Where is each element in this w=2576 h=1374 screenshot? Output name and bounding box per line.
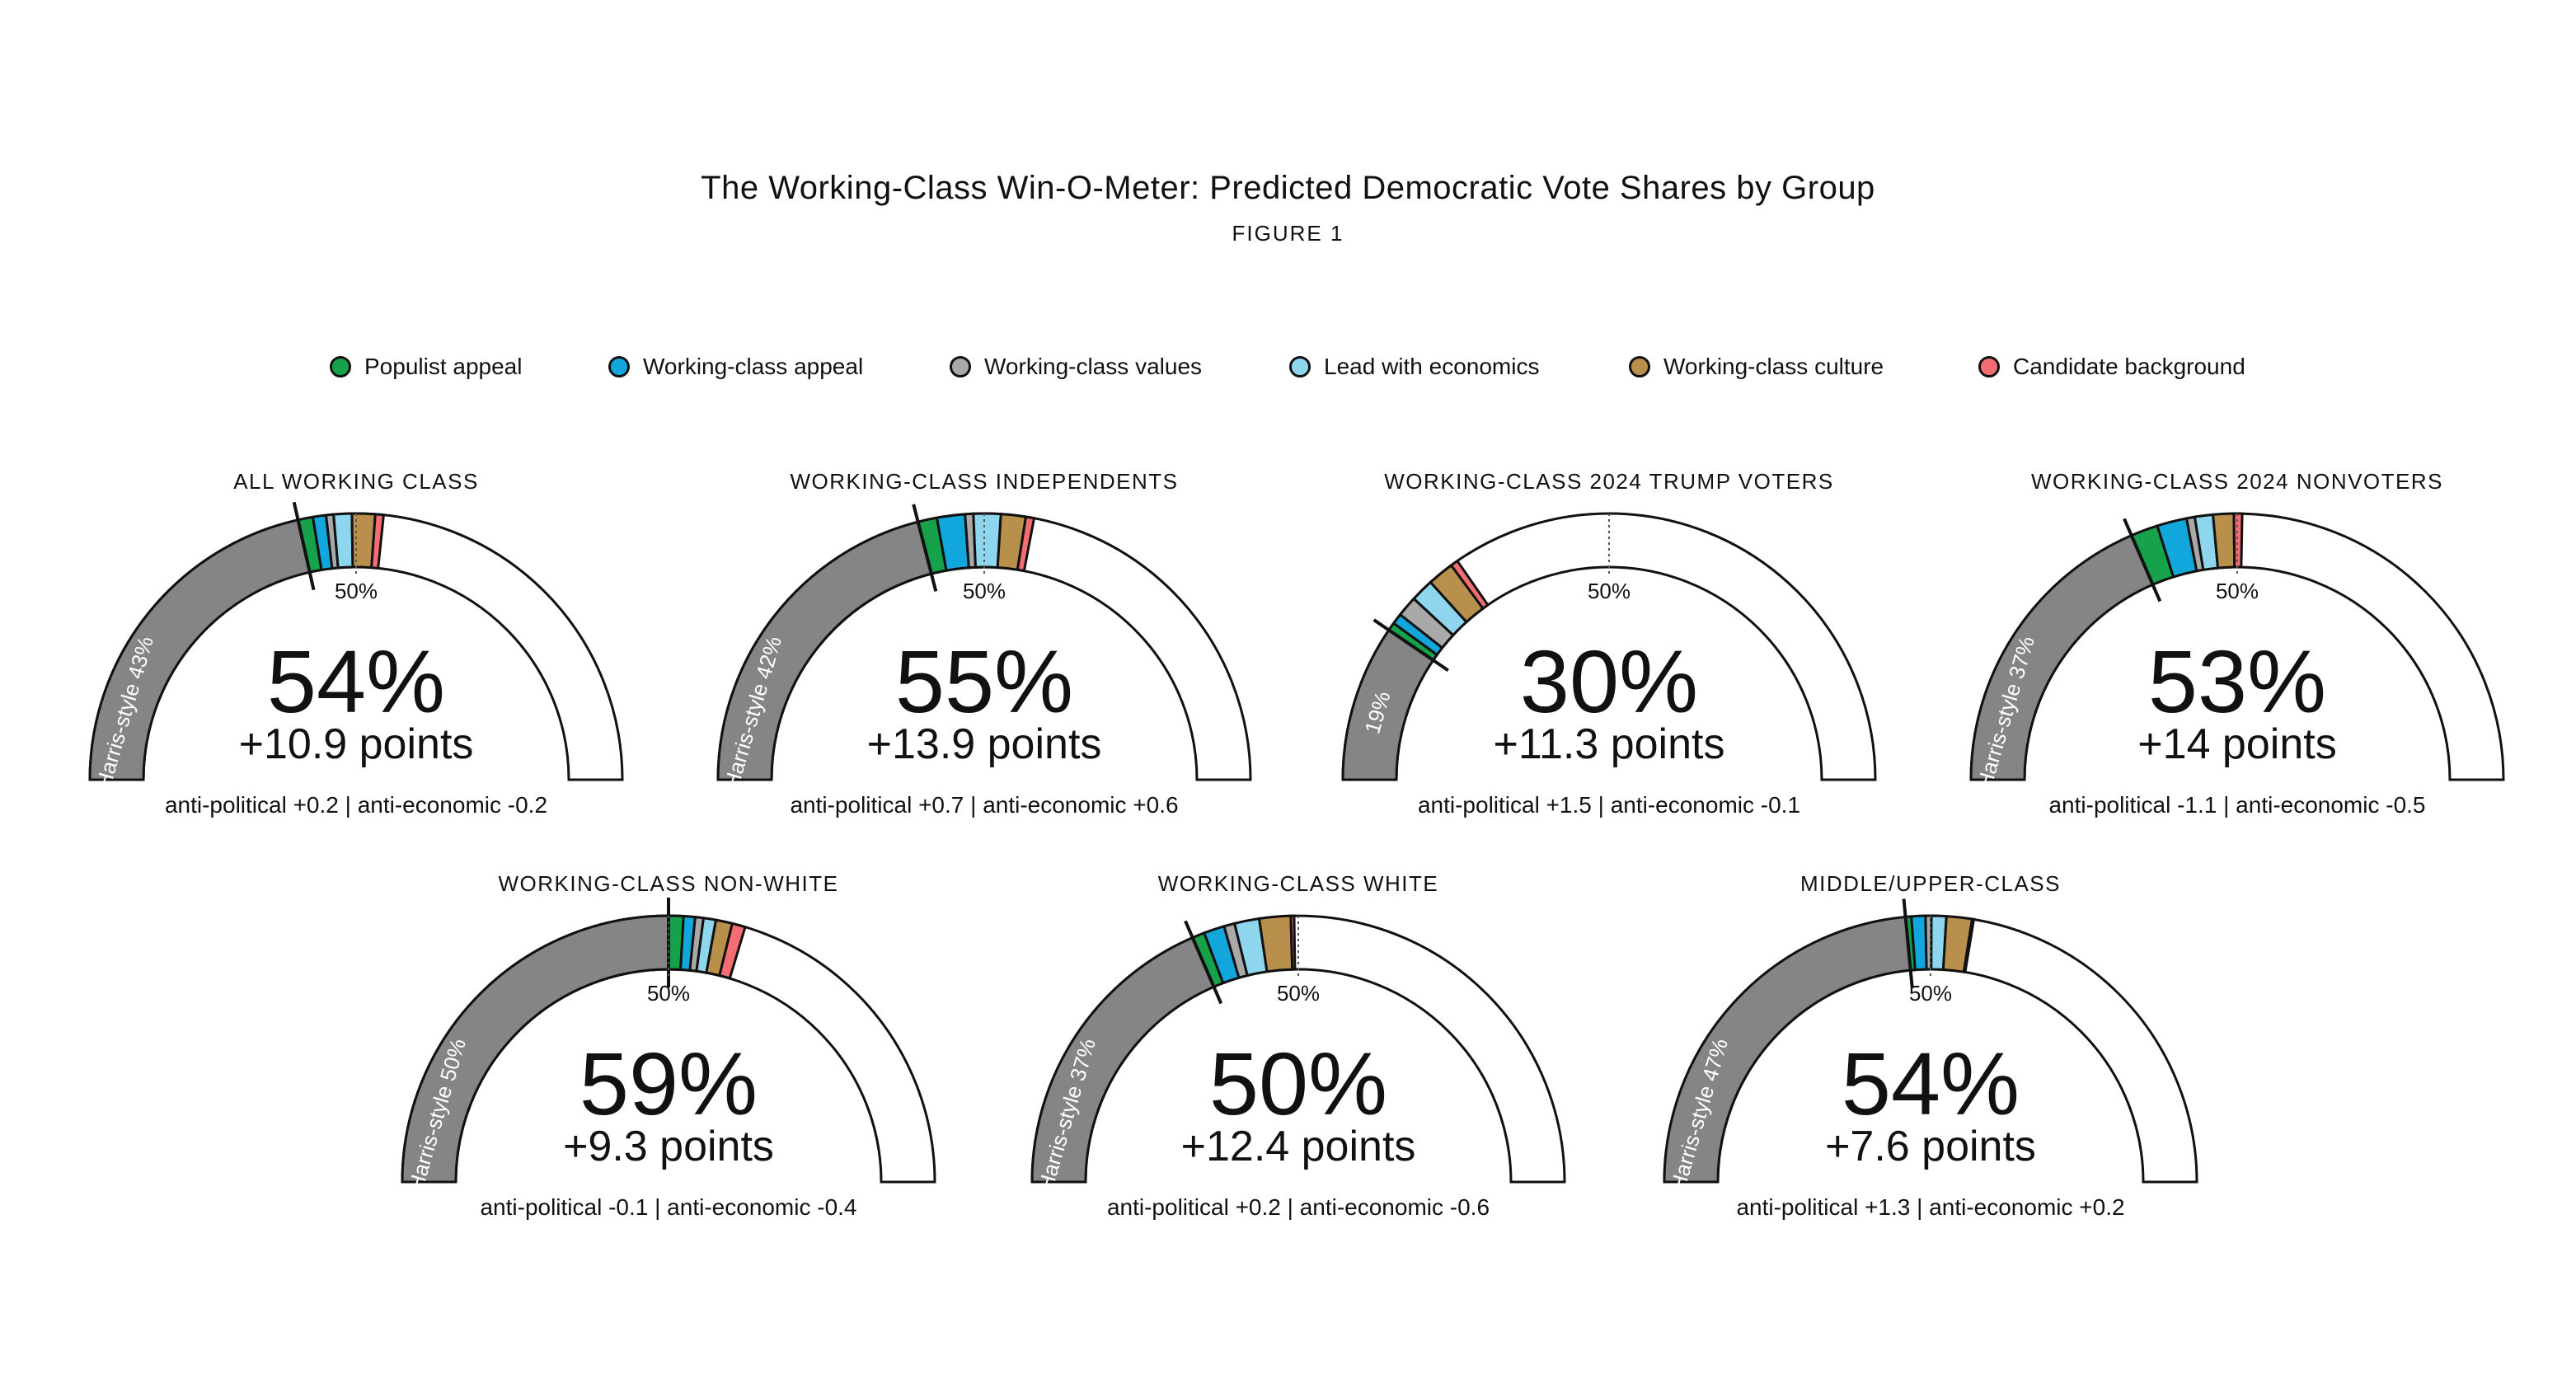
gauge-segment-candidate-background bbox=[717, 921, 747, 980]
points-gain: +11.3 points bbox=[1494, 720, 1725, 768]
panel-footer: anti-political -1.1 | anti-economic -0.5 bbox=[2048, 792, 2425, 818]
legend-item-candidate-background: Candidate background bbox=[1978, 350, 2245, 383]
panel-footer: anti-political +1.5 | anti-economic -0.1 bbox=[1418, 792, 1800, 818]
points-gain: +9.3 points bbox=[563, 1123, 774, 1170]
legend-label: Working-class culture bbox=[1663, 354, 1884, 379]
gauge-segment-candidate-background bbox=[370, 513, 386, 570]
points-gain: +14 points bbox=[2137, 720, 2336, 768]
baseline-marker bbox=[912, 504, 938, 592]
fifty-percent-label: 50% bbox=[1588, 579, 1631, 603]
legend-swatch bbox=[330, 356, 351, 377]
predicted-vote-share: 55% bbox=[895, 631, 1073, 731]
gauge-outline bbox=[1341, 512, 1877, 781]
gauge-segment-candidate-background bbox=[1449, 559, 1490, 611]
fifty-percent-label: 50% bbox=[963, 579, 1006, 603]
legend: Populist appeal Working-class appeal Wor… bbox=[0, 350, 2576, 383]
figure-label: FIGURE 1 bbox=[1232, 221, 1344, 246]
fifty-percent-label: 50% bbox=[2216, 579, 2259, 603]
predicted-vote-share: 59% bbox=[579, 1034, 758, 1133]
fifty-percent-label: 50% bbox=[647, 981, 690, 1006]
predicted-vote-share: 50% bbox=[1209, 1034, 1387, 1133]
panel-title: WORKING-CLASS NON-WHITE bbox=[499, 871, 839, 896]
gauge-segment-working-class-appeal bbox=[1910, 914, 1928, 972]
panel-title: WORKING-CLASS 2024 TRUMP VOTERS bbox=[1384, 469, 1833, 494]
legend-swatch bbox=[950, 356, 971, 377]
fifty-percent-label: 50% bbox=[1277, 981, 1320, 1006]
legend-swatch bbox=[1978, 356, 2000, 377]
gauge-segment-candidate-background bbox=[1016, 515, 1036, 573]
baseline-marker bbox=[1902, 898, 1914, 989]
baseline-marker bbox=[1184, 920, 1223, 1005]
gauge-segment-candidate-background bbox=[2232, 512, 2244, 569]
legend-swatch bbox=[1629, 356, 1650, 377]
panel-title: WORKING-CLASS WHITE bbox=[1158, 871, 1439, 896]
chart-title: The Working-Class Win-O-Meter: Predicted… bbox=[701, 170, 1875, 206]
panel-footer: anti-political +0.2 | anti-economic -0.6 bbox=[1107, 1194, 1490, 1220]
legend-label: Lead with economics bbox=[1324, 354, 1540, 379]
panel-footer: anti-political +0.2 | anti-economic -0.2 bbox=[165, 792, 547, 818]
predicted-vote-share: 30% bbox=[1520, 631, 1698, 731]
legend-item-populist-appeal: Populist appeal bbox=[330, 350, 522, 383]
legend-item-working-class-values: Working-class values bbox=[950, 350, 1202, 383]
legend-label: Populist appeal bbox=[364, 354, 523, 379]
gauge-segment-lead-with-economics bbox=[332, 512, 354, 570]
points-gain: +13.9 points bbox=[867, 720, 1102, 768]
predicted-vote-share: 54% bbox=[1842, 1034, 2020, 1133]
panel-title: WORKING-CLASS 2024 NONVOTERS bbox=[2031, 469, 2443, 494]
gauge-segment-lead-with-economics bbox=[972, 512, 1002, 570]
points-gain: +10.9 points bbox=[239, 720, 474, 768]
baseline-marker bbox=[2123, 518, 2162, 603]
legend-swatch bbox=[1289, 356, 1311, 377]
legend-label: Working-class appeal bbox=[643, 354, 864, 379]
panel-footer: anti-political -0.1 | anti-economic -0.4 bbox=[480, 1194, 856, 1220]
gauge-segment-candidate-background bbox=[1289, 914, 1297, 971]
gauge-segment-working-class-culture bbox=[2211, 512, 2236, 570]
predicted-vote-share: 54% bbox=[267, 631, 445, 731]
legend-label: Candidate background bbox=[2013, 354, 2245, 379]
panel-title: WORKING-CLASS INDEPENDENTS bbox=[791, 469, 1179, 494]
legend-swatch bbox=[608, 356, 630, 377]
fifty-percent-label: 50% bbox=[335, 579, 378, 603]
legend-item-lead-with-economics: Lead with economics bbox=[1289, 350, 1539, 383]
panel-title: ALL WORKING CLASS bbox=[233, 469, 479, 494]
fifty-percent-label: 50% bbox=[1909, 981, 1952, 1006]
baseline-marker bbox=[1372, 618, 1449, 673]
legend-label: Working-class values bbox=[984, 354, 1203, 379]
legend-item-working-class-culture: Working-class culture bbox=[1629, 350, 1884, 383]
panel-footer: anti-political +0.7 | anti-economic +0.6 bbox=[790, 792, 1178, 818]
gauge-segment-candidate-background bbox=[1962, 917, 1976, 974]
legend-item-working-class-appeal: Working-class appeal bbox=[608, 350, 863, 383]
predicted-vote-share: 53% bbox=[2148, 631, 2326, 731]
points-gain: +7.6 points bbox=[1825, 1123, 2036, 1170]
panel-title: MIDDLE/UPPER-CLASS bbox=[1800, 871, 2061, 896]
points-gain: +12.4 points bbox=[1181, 1123, 1416, 1170]
baseline-marker bbox=[292, 501, 316, 591]
panel-footer: anti-political +1.3 | anti-economic +0.2 bbox=[1736, 1194, 2124, 1220]
